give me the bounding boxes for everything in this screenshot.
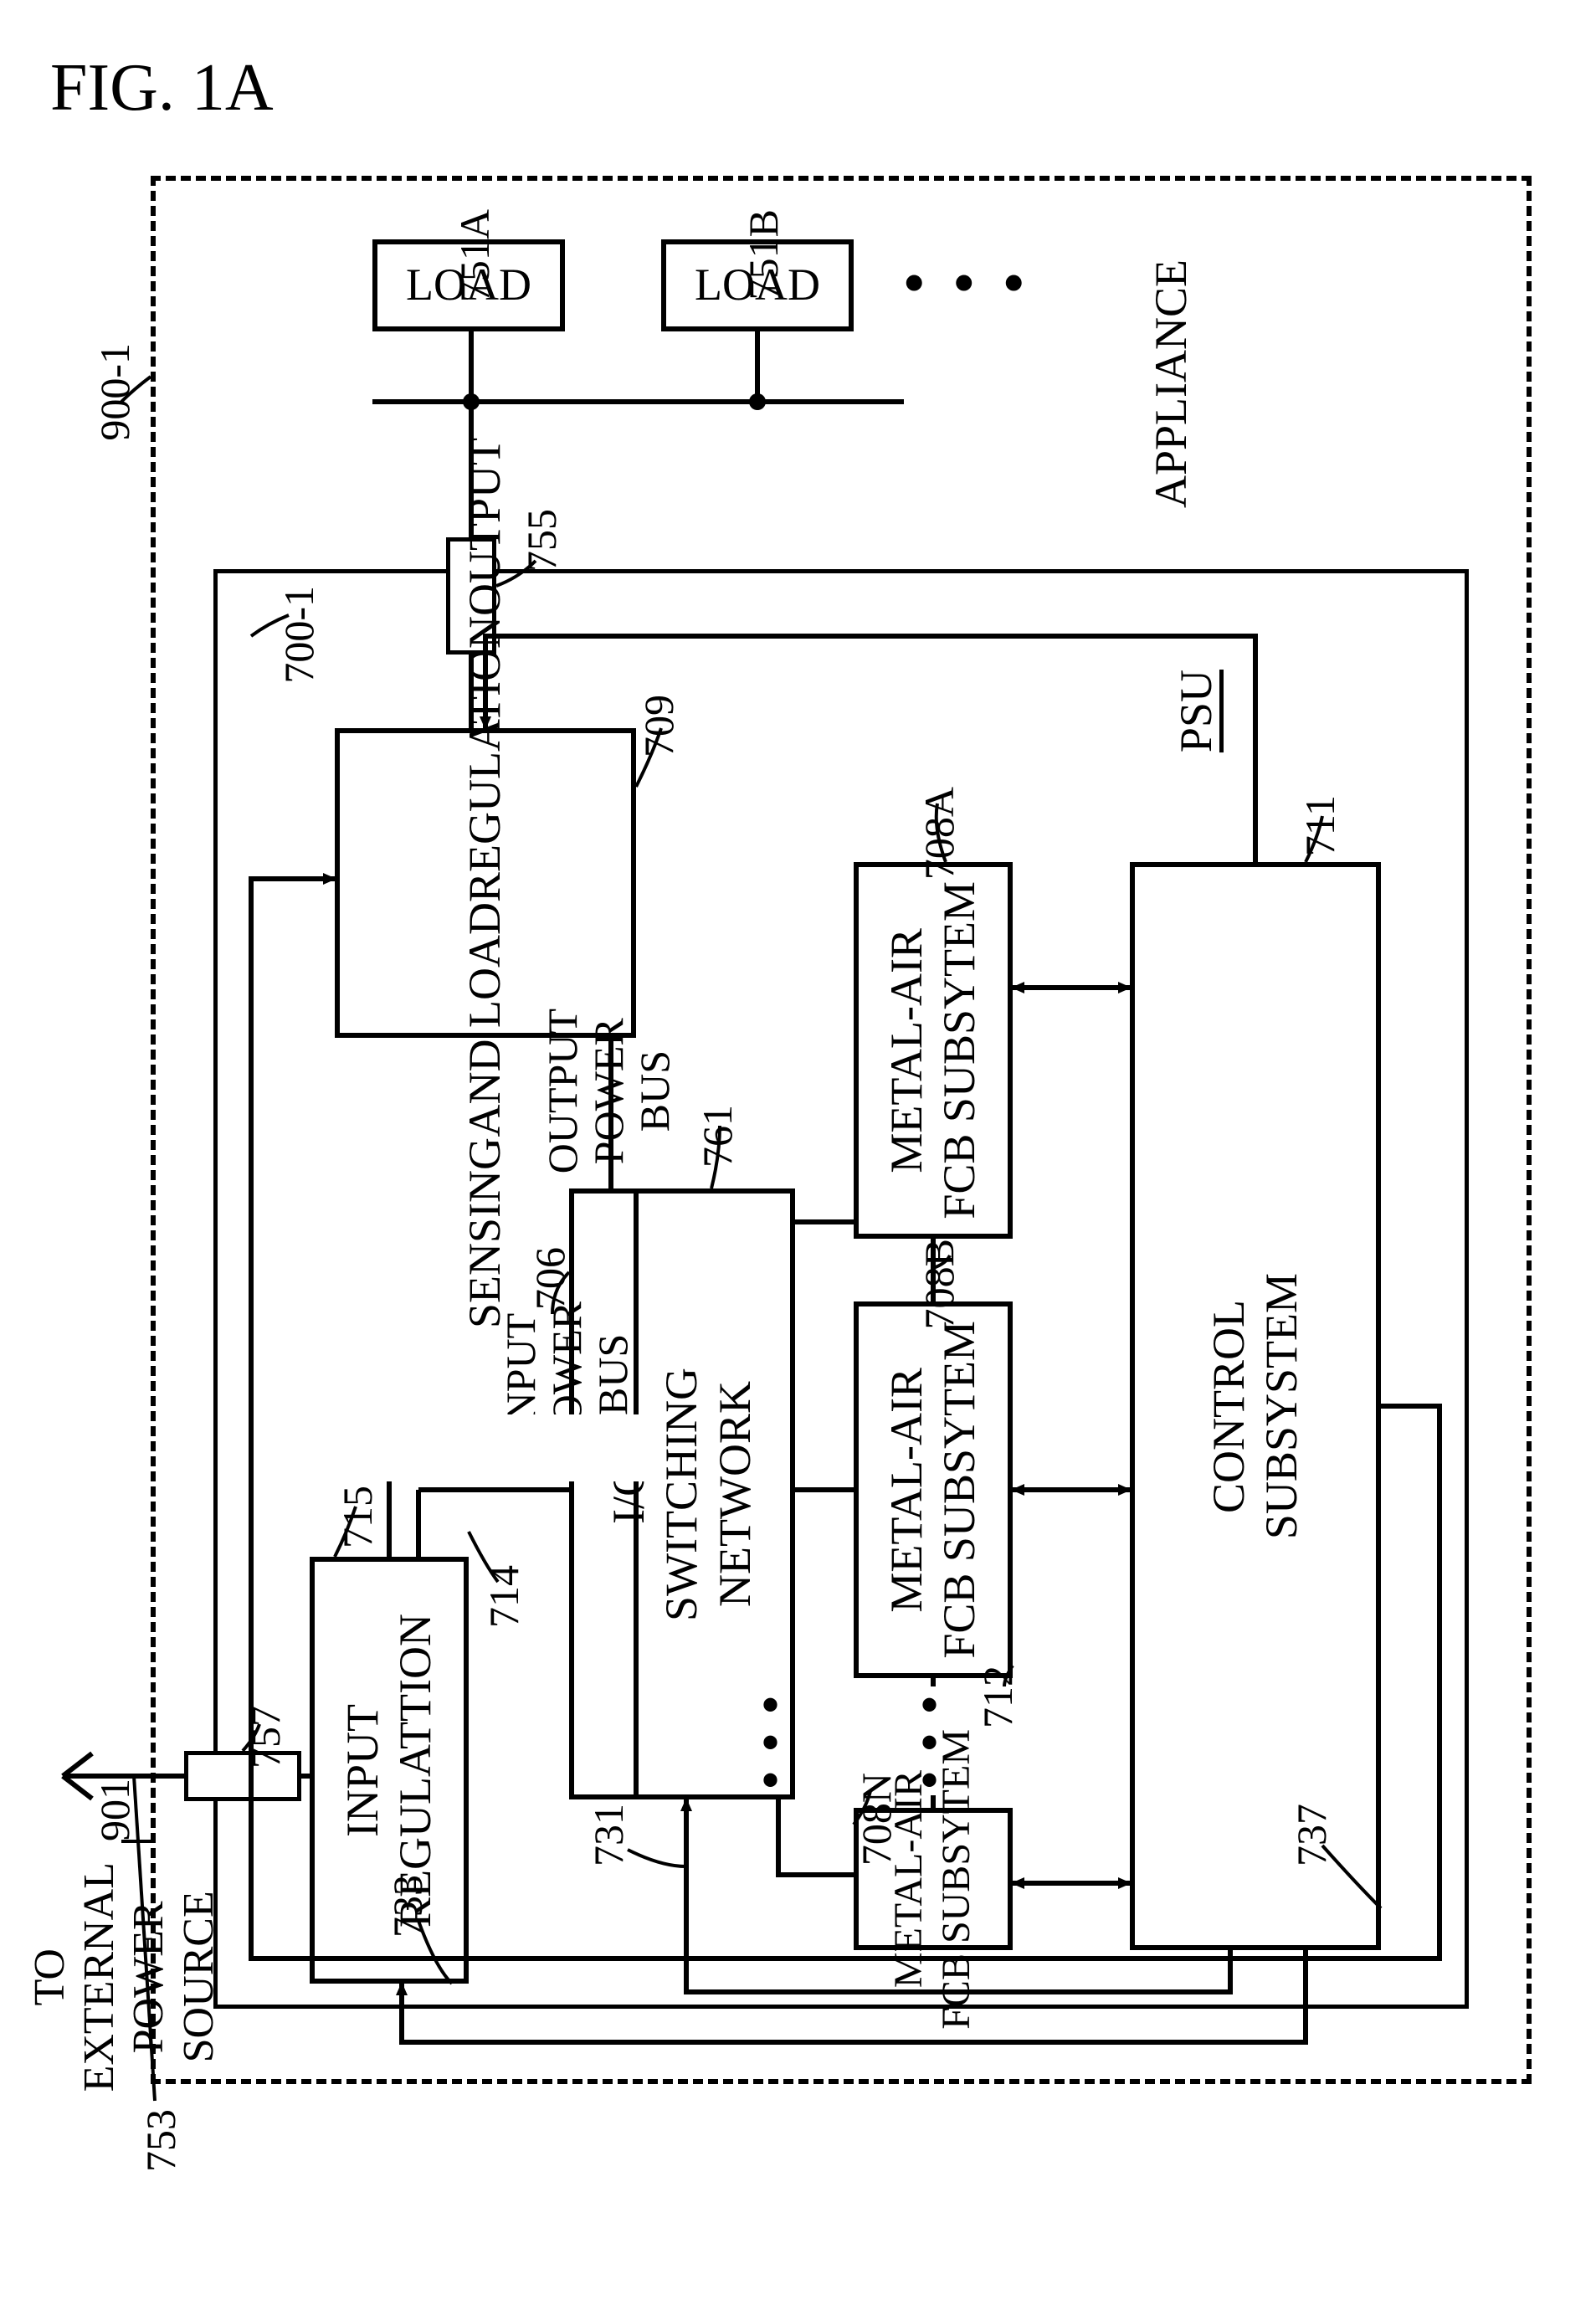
io-l2: SWITCHING — [657, 1368, 706, 1621]
input-power-bus-label: INPUT POWER BUS — [498, 1301, 636, 1448]
io-l3: NETWORK — [711, 1381, 760, 1607]
control-box: CONTROL SUBSYSTEM — [1130, 862, 1381, 1950]
control-l2: SUBSYSTEM — [1257, 1273, 1306, 1539]
ref-757: 757 — [243, 1706, 289, 1769]
appliance-label: APPLIANCE — [1147, 259, 1196, 508]
ext-line4: SOURCE — [175, 1862, 223, 2092]
fcb-a-box: METAL-AIR FCB SUBSYTEM — [854, 862, 1013, 1239]
output-reg-l3: AND LOAD — [460, 902, 510, 1137]
fcb-a-l1: METAL-AIR — [882, 928, 931, 1173]
output-power-bus-label: OUTPUT POWER BUS — [540, 1009, 678, 1173]
ref-751b: 751B — [741, 209, 787, 300]
ext-line2: EXTERNAL — [75, 1862, 123, 2092]
fcb-dots-left: • • • — [762, 1686, 779, 1799]
ref-737: 737 — [1289, 1804, 1335, 1866]
ext-line1: TO — [26, 1862, 74, 2092]
fcb-n-l2: FCB SUBSYTEM — [935, 1729, 979, 2030]
ref-700-1: 700-1 — [276, 586, 322, 684]
ref-706: 706 — [527, 1247, 573, 1310]
ref-753: 753 — [138, 2109, 184, 2172]
external-power-label: TO EXTERNAL POWER SOURCE — [25, 1862, 223, 2092]
ref-755: 755 — [519, 509, 565, 572]
fcb-a-l2: FCB SUBSYTEM — [935, 881, 984, 1219]
ref-900-1: 900-1 — [92, 343, 138, 441]
output-reg-l1: OUTPUT — [460, 438, 510, 616]
fcb-b-box: METAL-AIR FCB SUBSYTEM — [854, 1301, 1013, 1678]
ref-731: 731 — [586, 1804, 632, 1866]
psu-label: PSU — [1172, 670, 1221, 752]
ref-708a: 708A — [916, 787, 962, 880]
control-l1: CONTROL — [1204, 1300, 1254, 1513]
output-regulation-box: OUTPUT REGULATION AND LOAD SENSING — [335, 728, 636, 1038]
ref-901: 901 — [92, 1779, 138, 1841]
ref-714: 714 — [481, 1565, 527, 1628]
ref-712: 712 — [975, 1666, 1021, 1728]
ref-715: 715 — [335, 1486, 381, 1548]
load-dots: • • • — [904, 251, 1024, 316]
ref-708b: 708B — [916, 1239, 962, 1329]
fcb-b-l1: METAL-AIR — [882, 1368, 931, 1613]
output-reg-l4: SENSING — [460, 1137, 510, 1328]
inreg-l1: INPUT — [338, 1704, 387, 1837]
output-reg-l2: REGULATION — [460, 616, 510, 902]
diagram-canvas: FIG. 1A LOAD LOAD • • • OUTPUT REGULATIO… — [0, 0, 1596, 2305]
ref-709: 709 — [636, 695, 682, 757]
ext-line3: POWER — [125, 1862, 172, 2092]
ref-751a: 751A — [452, 209, 498, 302]
ref-733: 733 — [385, 1875, 431, 1938]
fcb-dots-right: • • • — [921, 1686, 938, 1799]
ref-708n: 708N — [854, 1773, 900, 1866]
fcb-b-l2: FCB SUBSYTEM — [935, 1321, 984, 1659]
ref-761: 761 — [695, 1105, 741, 1168]
ref-711: 711 — [1297, 795, 1343, 856]
figure-title: FIG. 1A — [50, 50, 274, 126]
io-l1: I/O — [604, 1464, 654, 1524]
